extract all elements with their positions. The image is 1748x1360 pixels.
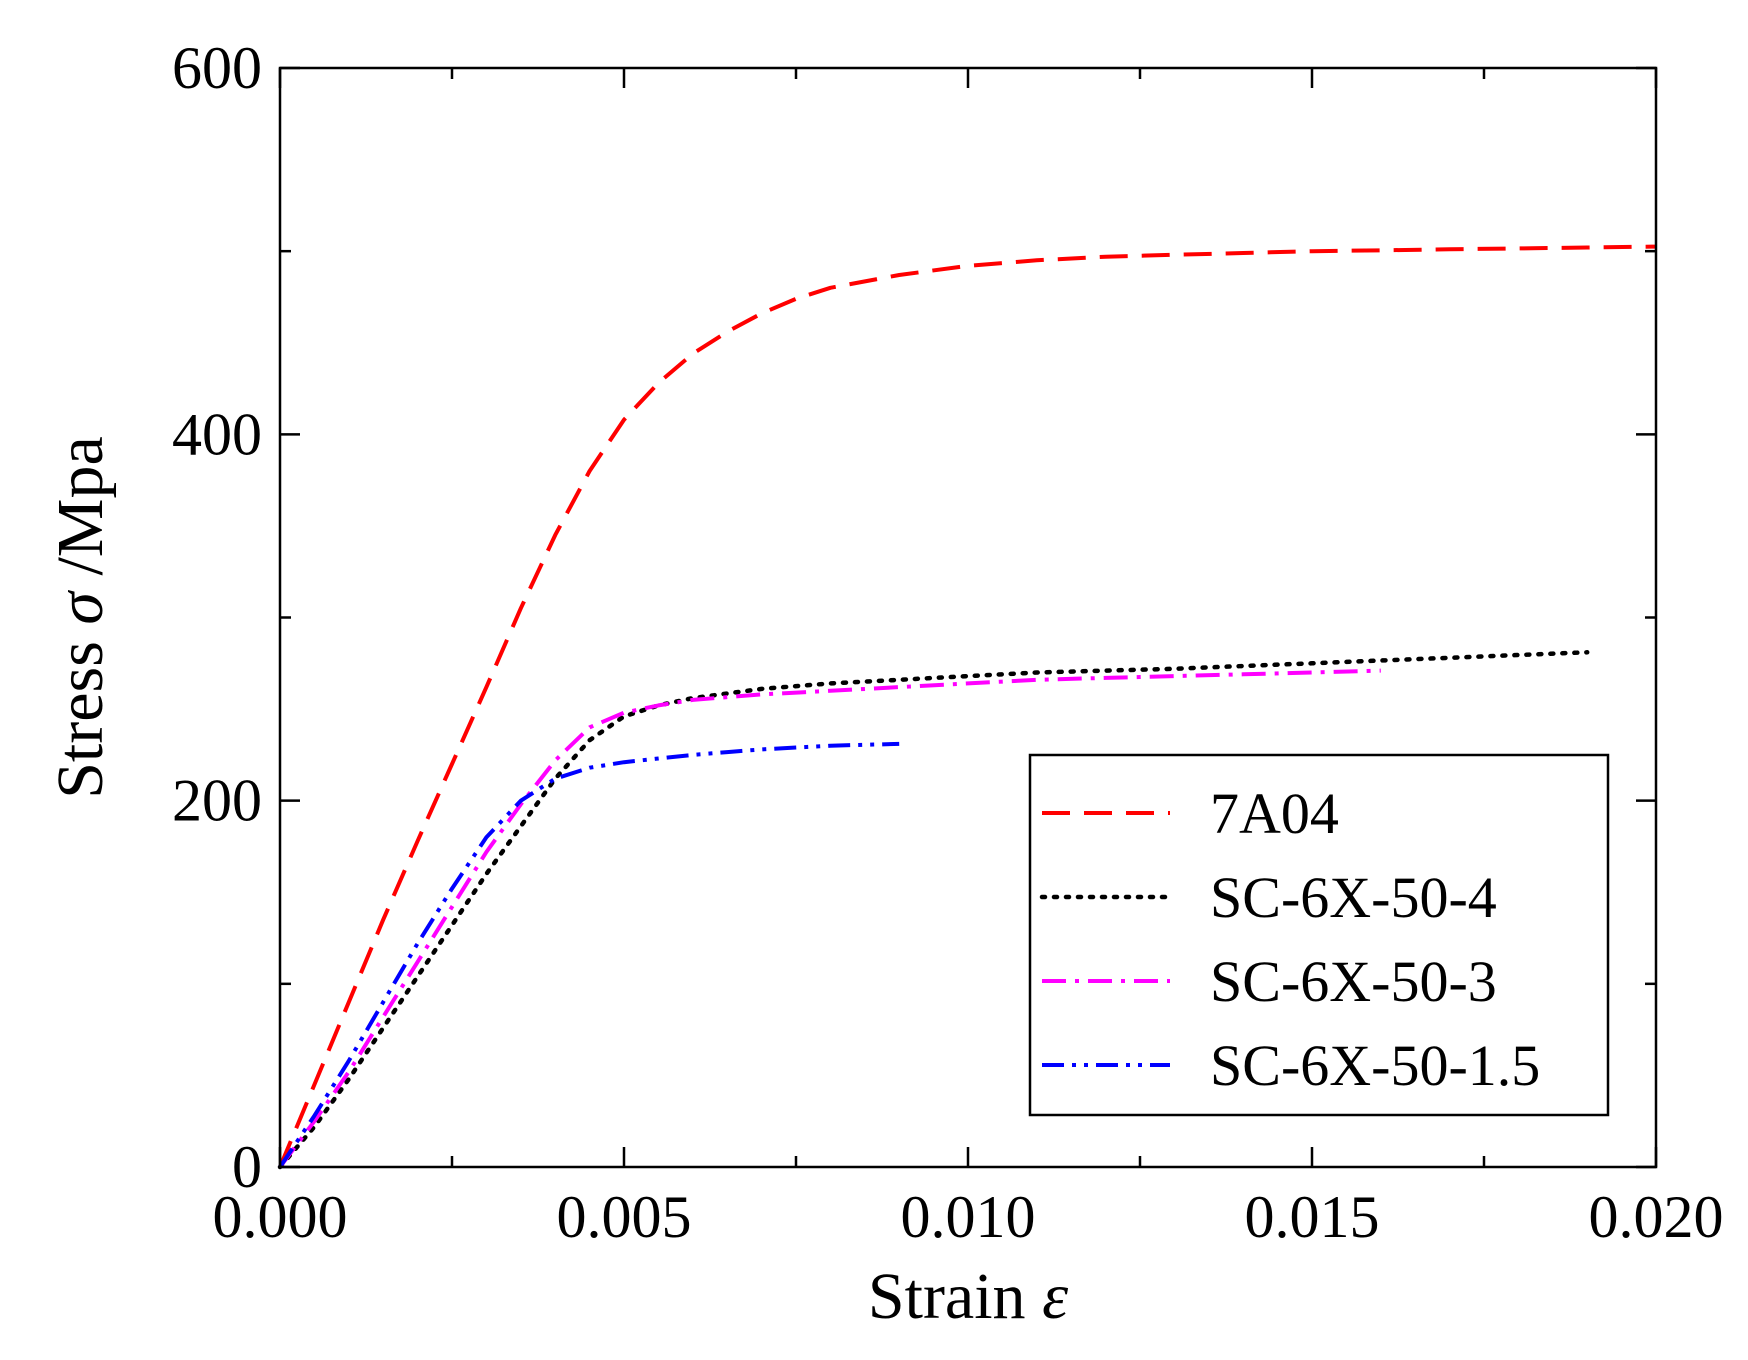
x-tick-label: 0.015 xyxy=(1245,1184,1380,1250)
x-axis-title: Strain ε xyxy=(868,1260,1068,1333)
series-layer xyxy=(277,244,1657,1170)
y-axis-title-prefix: Stress xyxy=(44,641,117,799)
series-line-sc-6x-50-3 xyxy=(278,668,1381,1169)
x-tick-label: 0.020 xyxy=(1589,1184,1724,1250)
tick-layer xyxy=(278,66,1658,1169)
y-tick-label: 200 xyxy=(172,768,262,834)
tick-labels: 0.000 0.005 0.010 0.015 0.020 0 200 400 600 xyxy=(172,35,1724,1250)
y-axis-title: Stress σ /Mpa xyxy=(44,436,117,799)
y-axis-title-suffix: /Mpa xyxy=(44,436,117,575)
series-line-7a04 xyxy=(278,244,1657,1168)
legend-label: SC-6X-50-1.5 xyxy=(1210,1033,1540,1098)
series-line-sc-6x-50-1-5 xyxy=(278,741,900,1169)
series-line-sc-6x-50-4 xyxy=(277,650,1590,1170)
x-tick-label: 0.000 xyxy=(213,1184,348,1250)
x-axis-symbol: ε xyxy=(1042,1260,1068,1333)
legend-entries: 7A04 SC-6X-50-4 SC-6X-50-3 SC-6X-50-1.5 xyxy=(1039,781,1540,1098)
x-tick-label: 0.005 xyxy=(557,1184,692,1250)
legend-label: 7A04 xyxy=(1210,781,1339,846)
legend: 7A04 SC-6X-50-4 SC-6X-50-3 SC-6X-50-1.5 xyxy=(1028,753,1610,1117)
y-tick-label: 0 xyxy=(232,1134,262,1200)
legend-label: SC-6X-50-3 xyxy=(1210,949,1497,1014)
legend-label: SC-6X-50-4 xyxy=(1210,865,1497,930)
x-tick-label: 0.010 xyxy=(901,1184,1036,1250)
x-axis-title-text: Strain xyxy=(868,1260,1026,1333)
y-tick-label: 400 xyxy=(172,401,262,467)
y-tick-label: 600 xyxy=(172,35,262,101)
y-axis-symbol: σ xyxy=(44,590,117,625)
